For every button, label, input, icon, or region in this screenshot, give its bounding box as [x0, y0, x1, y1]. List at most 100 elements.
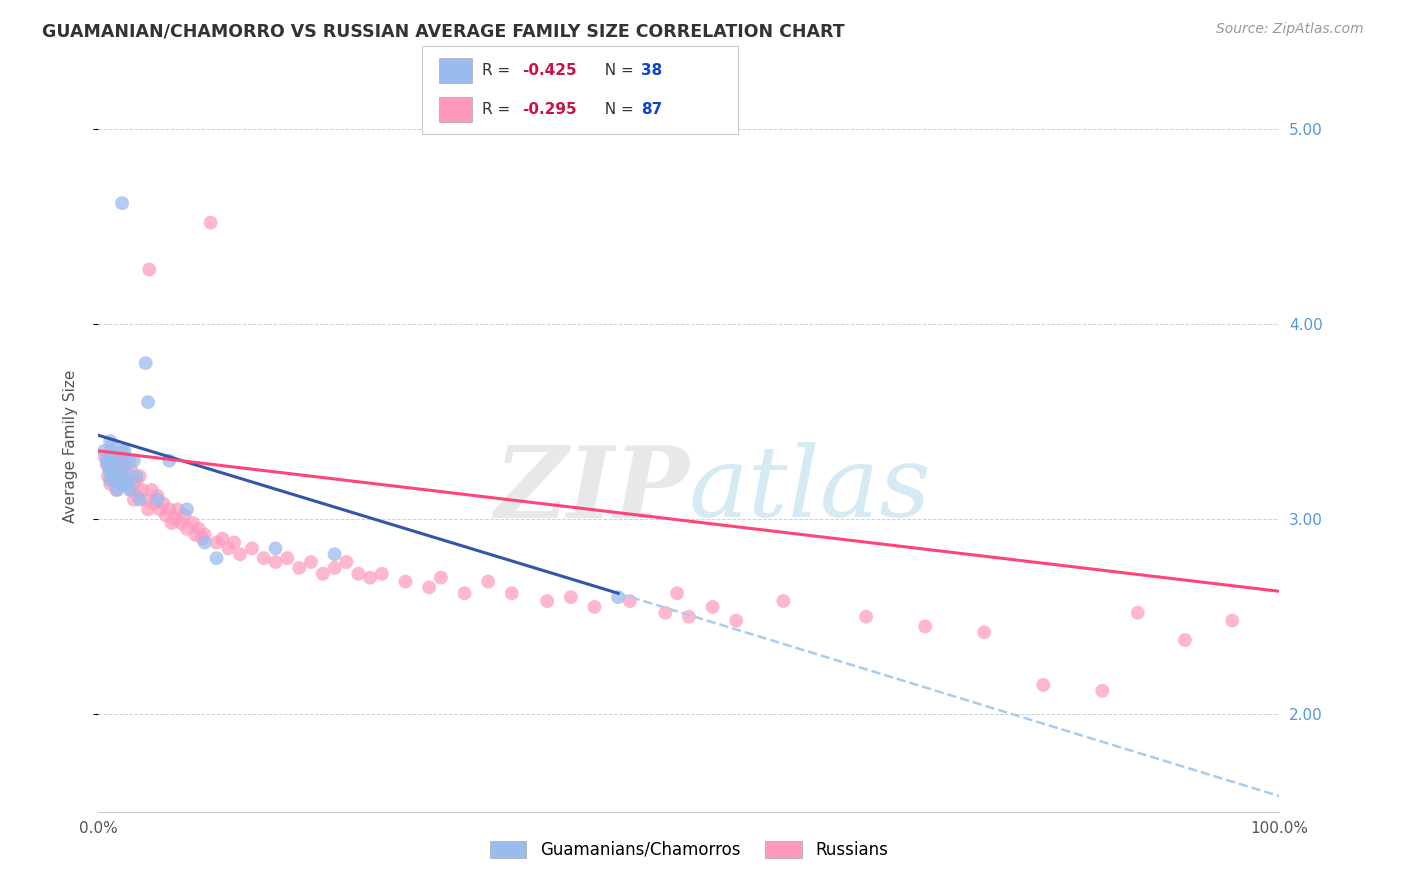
Text: ZIP: ZIP [494, 442, 689, 538]
Point [105, 473, 128, 487]
Point [111, 443, 134, 458]
Point [173, 508, 195, 523]
Point [157, 502, 180, 516]
Point [115, 477, 138, 491]
Point [97, 469, 120, 483]
Point [772, 594, 794, 608]
Point [253, 551, 276, 566]
Point [536, 594, 558, 608]
Point [160, 516, 183, 530]
Point [121, 463, 143, 477]
Text: atlas: atlas [689, 442, 932, 538]
Text: N =: N = [595, 63, 638, 78]
Point [394, 574, 416, 589]
Point [191, 532, 214, 546]
Point [128, 469, 150, 483]
Point [181, 516, 204, 530]
Point [93, 450, 115, 464]
Point [855, 609, 877, 624]
Point [157, 453, 180, 467]
Point [654, 606, 676, 620]
Point [120, 483, 142, 497]
Point [96, 453, 118, 467]
Point [211, 532, 233, 546]
Point [108, 477, 131, 491]
Point [98, 450, 121, 464]
Point [176, 502, 198, 516]
Point [477, 574, 499, 589]
Point [217, 541, 239, 556]
Point [224, 535, 246, 549]
Point [725, 614, 748, 628]
Point [914, 619, 936, 633]
Point [619, 594, 641, 608]
Point [97, 458, 120, 472]
Y-axis label: Average Family Size: Average Family Size [63, 369, 77, 523]
Point [194, 527, 217, 541]
Point [117, 473, 139, 487]
Point [105, 483, 128, 497]
Point [430, 571, 453, 585]
Point [101, 438, 124, 452]
Point [264, 541, 287, 556]
Point [98, 463, 121, 477]
Point [122, 477, 145, 491]
Point [105, 453, 128, 467]
Point [122, 453, 145, 467]
Point [142, 497, 165, 511]
Point [107, 469, 129, 483]
Text: 87: 87 [641, 103, 662, 117]
Point [112, 443, 135, 458]
Point [101, 463, 124, 477]
Point [98, 473, 121, 487]
Point [98, 463, 121, 477]
Point [112, 477, 135, 491]
Point [98, 477, 121, 491]
Point [135, 492, 157, 507]
Point [98, 443, 121, 458]
Point [111, 196, 134, 211]
Point [110, 469, 132, 483]
Point [108, 458, 131, 472]
Point [149, 502, 172, 516]
Point [1032, 678, 1054, 692]
Point [501, 586, 523, 600]
Point [103, 473, 125, 487]
Point [98, 434, 121, 449]
Point [125, 469, 148, 483]
Point [125, 473, 148, 487]
Point [1220, 614, 1243, 628]
Text: -0.295: -0.295 [522, 103, 576, 117]
Point [146, 489, 169, 503]
Point [678, 609, 700, 624]
Point [128, 492, 150, 507]
Text: N =: N = [595, 103, 638, 117]
Point [114, 463, 136, 477]
Point [122, 492, 145, 507]
Point [205, 535, 228, 549]
Point [1174, 633, 1197, 648]
Point [200, 216, 222, 230]
Point [453, 586, 475, 600]
Point [666, 586, 689, 600]
Point [111, 453, 134, 467]
Point [205, 551, 228, 566]
Point [973, 625, 995, 640]
Point [1091, 683, 1114, 698]
Point [583, 599, 606, 614]
Point [312, 566, 335, 581]
Point [323, 561, 346, 575]
Point [264, 555, 287, 569]
Point [165, 512, 187, 526]
Legend: Guamanians/Chamorros, Russians: Guamanians/Chamorros, Russians [484, 834, 894, 865]
Point [702, 599, 724, 614]
Point [184, 527, 207, 541]
Point [155, 508, 177, 523]
Text: R =: R = [482, 103, 516, 117]
Point [288, 561, 311, 575]
Point [105, 483, 128, 497]
Point [166, 502, 188, 516]
Point [146, 492, 169, 507]
Point [359, 571, 381, 585]
Point [276, 551, 298, 566]
